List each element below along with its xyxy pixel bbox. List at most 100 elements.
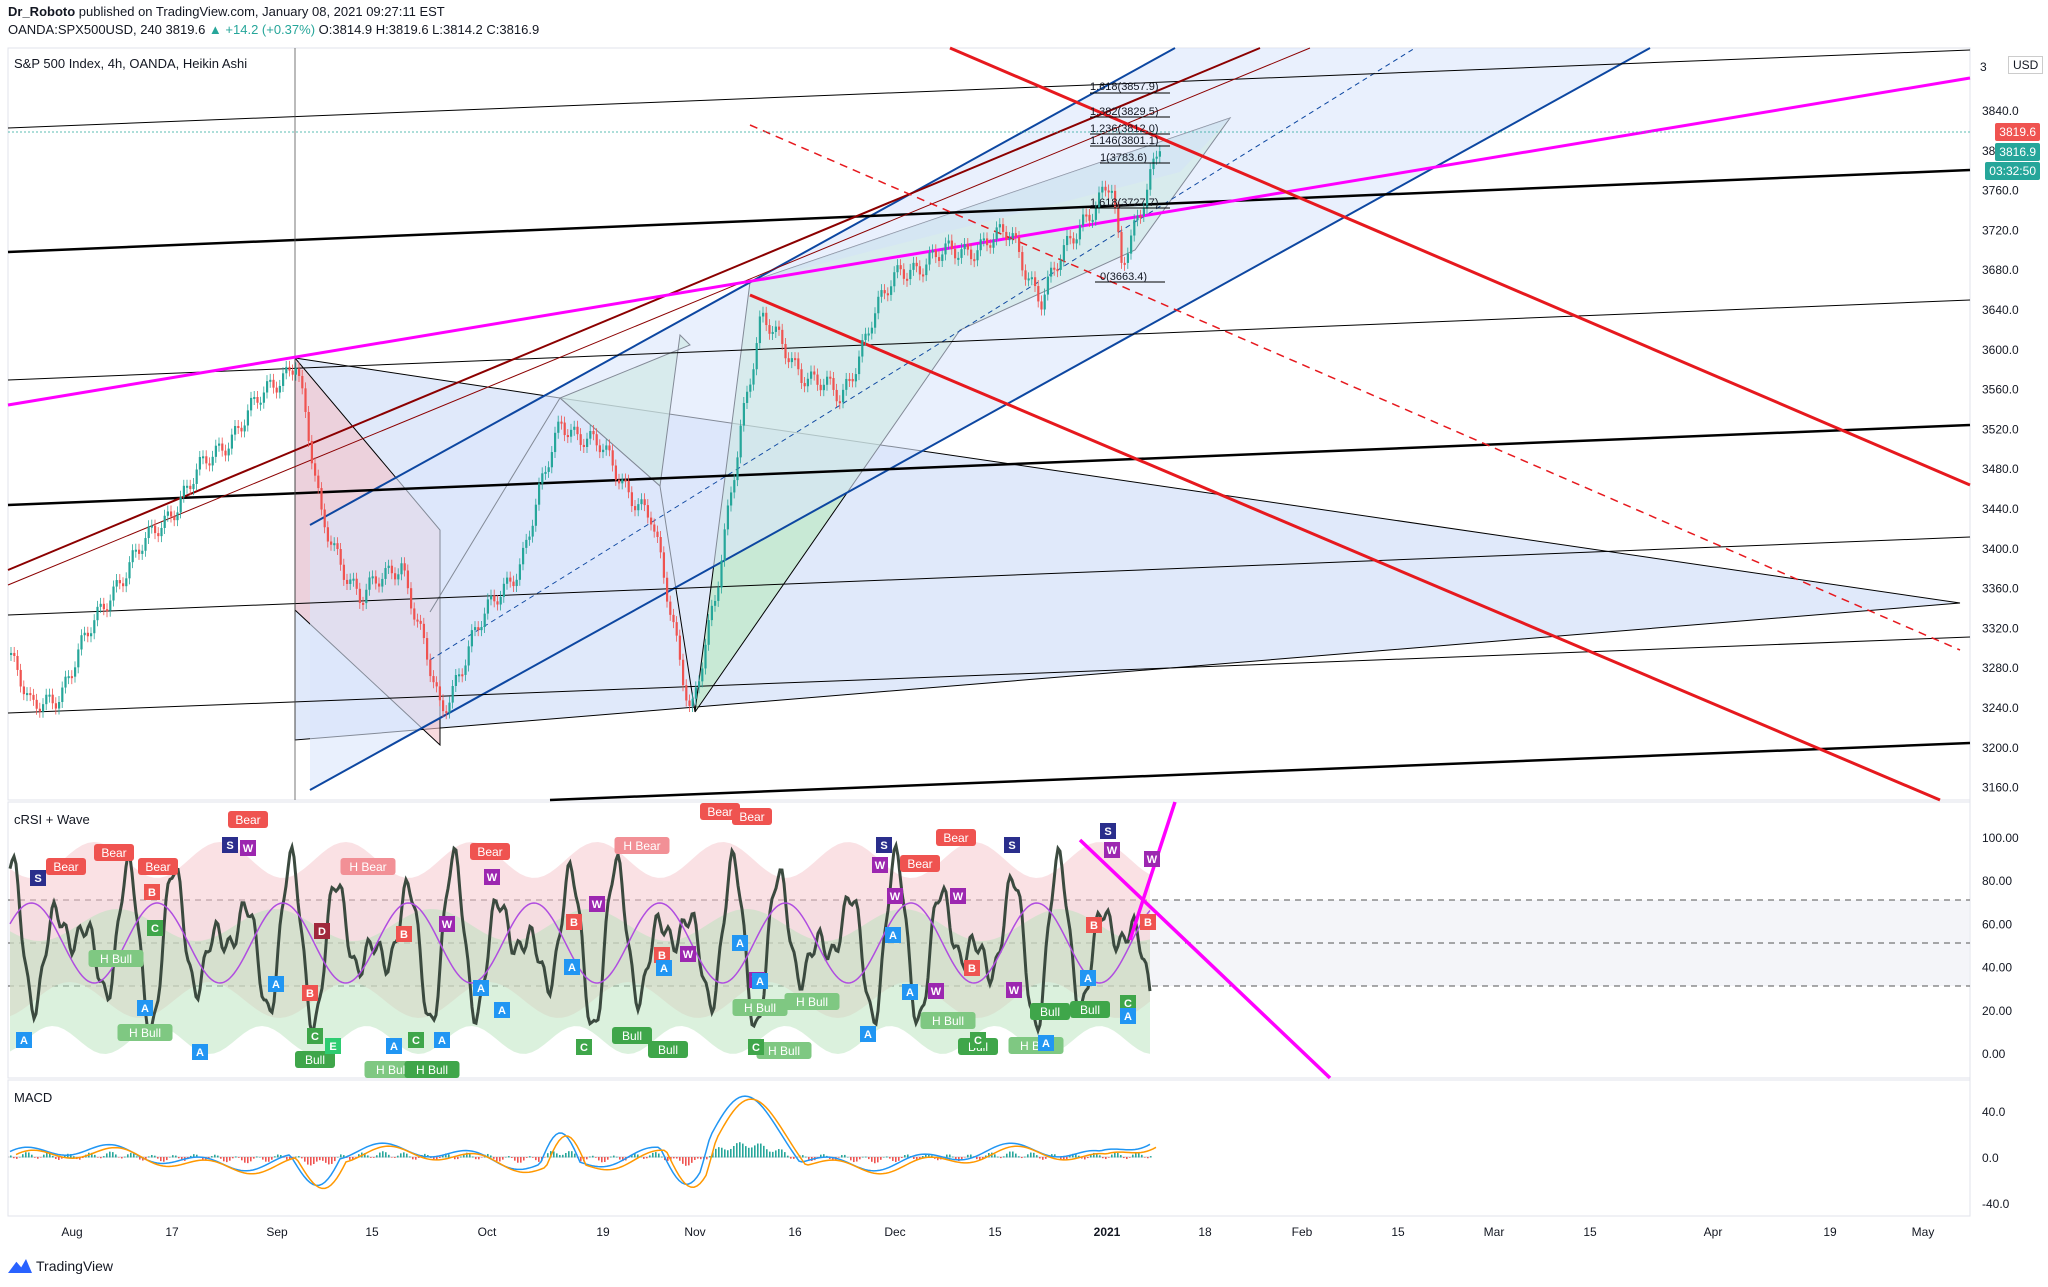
- time-tick: 17: [165, 1225, 179, 1239]
- fib-1236: 1.236(3812.0): [1090, 123, 1159, 135]
- svg-text:A: A: [906, 987, 914, 999]
- signal-badge: [470, 843, 510, 860]
- svg-text:B: B: [968, 963, 976, 975]
- signal-marker: [302, 985, 318, 1001]
- signal-badge: [614, 837, 670, 854]
- signal-badge: [295, 1051, 335, 1068]
- signal-marker: [1120, 995, 1136, 1011]
- signal-label: H Bear: [623, 839, 660, 853]
- signal-marker: [1080, 970, 1096, 986]
- svg-text:A: A: [660, 963, 668, 975]
- rsi-tick: 20.00: [1982, 1004, 2012, 1018]
- svg-text:W: W: [442, 919, 453, 931]
- macd-pane-frame: [7, 1079, 1971, 1217]
- svg-text:C: C: [412, 1035, 420, 1047]
- signal-marker: [30, 870, 46, 886]
- author-name[interactable]: Dr_Roboto: [8, 4, 76, 19]
- main-pane-title[interactable]: S&P 500 Index, 4h, OANDA, Heikin Ashi: [14, 56, 248, 71]
- signal-marker: [589, 896, 605, 912]
- signal-marker: [950, 888, 966, 904]
- signal-marker: [268, 976, 284, 992]
- signal-marker: [680, 946, 696, 962]
- signal-label: Bear: [235, 813, 260, 827]
- svg-text:B: B: [306, 988, 314, 1000]
- signal-badge: [340, 858, 396, 875]
- svg-text:A: A: [1084, 973, 1092, 985]
- open-value: O:3814.9: [318, 22, 373, 37]
- rsi-trendline-up: [1128, 801, 1177, 941]
- signal-marker: [887, 888, 903, 904]
- signal-marker: [396, 926, 412, 942]
- macd-tick: -40.0: [1982, 1197, 2010, 1211]
- signal-label: Bull: [658, 1043, 678, 1057]
- signal-label: H Bull: [744, 1001, 776, 1015]
- tradingview-logo[interactable]: TradingView: [8, 1258, 113, 1274]
- rsi-pane-title[interactable]: cRSI + Wave: [14, 812, 90, 827]
- trend-lines: [7, 46, 1971, 802]
- signal-marker: [872, 857, 888, 873]
- svg-text:A: A: [477, 983, 485, 995]
- publish-info: published on TradingView.com, January 08…: [78, 4, 445, 19]
- close-price-label: 3816.9: [1995, 143, 2040, 161]
- time-tick: Oct: [478, 1225, 497, 1239]
- svg-text:D: D: [318, 926, 326, 938]
- signal-marker: [964, 960, 980, 976]
- time-tick: Aug: [61, 1225, 82, 1239]
- macd-pane-title[interactable]: MACD: [14, 1090, 53, 1105]
- signal-marker: [314, 923, 330, 939]
- currency-label[interactable]: USD: [2008, 56, 2044, 74]
- time-tick: Mar: [1484, 1225, 1505, 1239]
- macd-tick: 40.0: [1982, 1105, 2006, 1119]
- signal-label: H Bull: [376, 1063, 408, 1077]
- signal-badge: [700, 803, 740, 820]
- rsi-signal-badges: Bear Bear Bear Bear H Bear Bear H Bear Bear Bear…: [16, 803, 1160, 1078]
- price-tick: 3440.0: [1982, 502, 2019, 516]
- signal-badge: [1070, 1001, 1110, 1018]
- time-tick: 15: [1583, 1225, 1597, 1239]
- signal-marker: [16, 1032, 32, 1048]
- signal-badge: [784, 993, 840, 1010]
- signal-badge: [94, 844, 134, 861]
- signal-label: Bull: [305, 1053, 325, 1067]
- signal-badge: [1030, 1003, 1070, 1020]
- svg-text:A: A: [864, 1029, 872, 1041]
- signal-marker: [1104, 842, 1120, 858]
- svg-text:A: A: [1042, 1038, 1050, 1050]
- signal-marker: [222, 837, 238, 853]
- svg-text:W: W: [953, 891, 964, 903]
- price-tick: 3640.0: [1982, 303, 2019, 317]
- rsi-tick: 100.00: [1982, 831, 2019, 845]
- svg-text:W: W: [875, 860, 886, 872]
- signal-marker: [566, 914, 582, 930]
- price-tick: 3760.0: [1982, 184, 2019, 198]
- signal-badge: [900, 855, 940, 872]
- svg-text:W: W: [890, 891, 901, 903]
- svg-text:A: A: [141, 1003, 149, 1015]
- svg-text:A: A: [196, 1047, 204, 1059]
- signal-label: H Bear: [349, 860, 386, 874]
- price-tick: 3720.0: [1982, 223, 2019, 237]
- signal-marker: [1140, 914, 1156, 930]
- signal-label: H Bull: [129, 1026, 161, 1040]
- signal-marker: [732, 935, 748, 951]
- signal-label: H Bull: [932, 1014, 964, 1028]
- svg-text:A: A: [438, 1035, 446, 1047]
- signal-marker: [576, 1039, 592, 1055]
- time-tick: 19: [596, 1225, 610, 1239]
- signal-marker: [192, 1044, 208, 1060]
- signal-badge: [612, 1027, 652, 1044]
- svg-text:C: C: [974, 1035, 982, 1047]
- signal-label: Bear: [53, 860, 78, 874]
- time-tick: 15: [365, 1225, 379, 1239]
- signal-label: Bull: [1040, 1005, 1060, 1019]
- svg-text:S: S: [880, 840, 887, 852]
- svg-text:B: B: [148, 887, 156, 899]
- signal-label: Bear: [145, 860, 170, 874]
- signal-badge: [138, 858, 178, 875]
- signal-label: Bear: [477, 845, 502, 859]
- high-value: H:3819.6: [375, 22, 429, 37]
- time-tick: 18: [1198, 1225, 1212, 1239]
- signal-marker: [970, 1032, 986, 1048]
- low-value: L:3814.2: [432, 22, 483, 37]
